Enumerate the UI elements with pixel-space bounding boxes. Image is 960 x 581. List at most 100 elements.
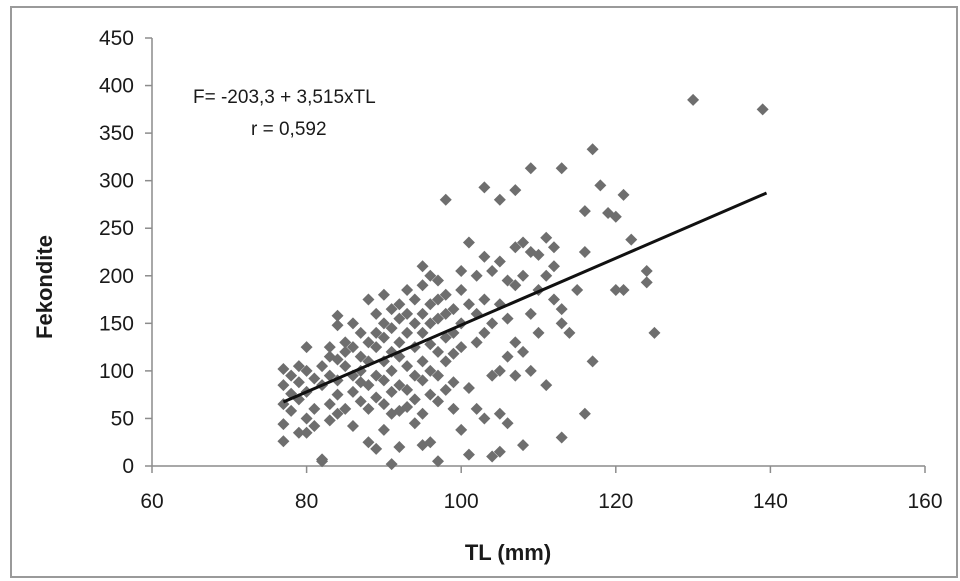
data-point: [393, 312, 406, 325]
data-point: [493, 445, 506, 458]
data-point: [362, 336, 375, 349]
chart-frame: [10, 6, 958, 578]
data-point: [416, 355, 429, 368]
y-tick-label: 450: [99, 27, 134, 50]
data-point: [517, 439, 530, 452]
data-point: [432, 345, 445, 358]
data-point: [524, 162, 537, 175]
data-point: [385, 303, 398, 316]
data-point: [393, 298, 406, 311]
data-point: [385, 458, 398, 471]
y-axis-title: Fekondite: [32, 235, 57, 339]
y-axis: 0 50 100 150 200 250 300 350 400 450: [99, 27, 153, 478]
data-point: [424, 364, 437, 377]
data-point: [555, 317, 568, 330]
y-tick-label: 50: [111, 407, 134, 430]
data-point: [609, 284, 622, 297]
data-point: [571, 284, 584, 297]
data-point: [354, 350, 367, 363]
data-point: [501, 350, 514, 363]
data-point: [346, 317, 359, 330]
data-point: [617, 284, 630, 297]
data-point: [462, 382, 475, 395]
data-point: [594, 179, 607, 192]
data-point: [424, 388, 437, 401]
data-point: [370, 341, 383, 354]
data-point: [439, 383, 452, 396]
x-tick-label: 120: [598, 490, 633, 513]
data-point: [331, 407, 344, 420]
data-point: [486, 369, 499, 382]
data-point: [346, 341, 359, 354]
data-point: [370, 391, 383, 404]
data-point: [354, 395, 367, 408]
data-point: [385, 364, 398, 377]
data-point: [563, 326, 576, 339]
data-point: [470, 269, 483, 282]
data-point: [416, 260, 429, 273]
data-point: [687, 93, 700, 106]
data-point: [285, 369, 298, 382]
data-point: [493, 255, 506, 268]
data-point: [354, 326, 367, 339]
data-point: [478, 181, 491, 194]
data-point: [277, 418, 290, 431]
data-point: [455, 341, 468, 354]
data-point: [424, 436, 437, 449]
data-point: [416, 407, 429, 420]
data-point: [308, 402, 321, 415]
data-point: [346, 385, 359, 398]
data-point: [524, 364, 537, 377]
data-point: [432, 312, 445, 325]
y-tick-label: 0: [122, 455, 134, 478]
data-point: [370, 307, 383, 320]
data-point: [555, 431, 568, 444]
data-point: [501, 417, 514, 430]
data-point: [517, 269, 530, 282]
data-point: [625, 233, 638, 246]
data-point: [339, 336, 352, 349]
data-point: [362, 402, 375, 415]
data-point: [339, 402, 352, 415]
data-point: [462, 298, 475, 311]
data-point: [470, 336, 483, 349]
y-tick-label: 200: [99, 265, 134, 288]
data-point: [408, 369, 421, 382]
data-point: [408, 317, 421, 330]
data-point: [408, 393, 421, 406]
data-point: [385, 322, 398, 335]
data-point: [292, 426, 305, 439]
data-point: [478, 293, 491, 306]
data-point: [331, 309, 344, 322]
x-tick-label: 160: [907, 490, 942, 513]
data-point: [532, 326, 545, 339]
data-point: [640, 265, 653, 278]
data-point: [509, 279, 522, 292]
data-point: [370, 442, 383, 455]
data-point: [555, 303, 568, 316]
x-tick-label: 100: [444, 490, 479, 513]
data-point: [493, 364, 506, 377]
data-point: [292, 360, 305, 373]
data-point: [323, 414, 336, 427]
x-tick-label: 80: [295, 490, 318, 513]
data-point: [424, 298, 437, 311]
y-tick-label: 350: [99, 122, 134, 145]
x-axis: 60 80 100 120 140 160: [140, 465, 943, 513]
data-point: [346, 420, 359, 433]
data-point: [339, 345, 352, 358]
data-point: [377, 317, 390, 330]
data-point: [486, 450, 499, 463]
data-point: [377, 423, 390, 436]
x-axis-title: TL (mm): [465, 540, 551, 565]
data-point: [609, 210, 622, 223]
data-point: [586, 143, 599, 156]
equation-annotation: F= -203,3 + 3,515xTL: [193, 87, 376, 108]
data-point: [308, 420, 321, 433]
data-point: [478, 326, 491, 339]
data-point: [756, 103, 769, 116]
data-point: [640, 276, 653, 289]
data-point: [462, 448, 475, 461]
data-point: [277, 435, 290, 448]
